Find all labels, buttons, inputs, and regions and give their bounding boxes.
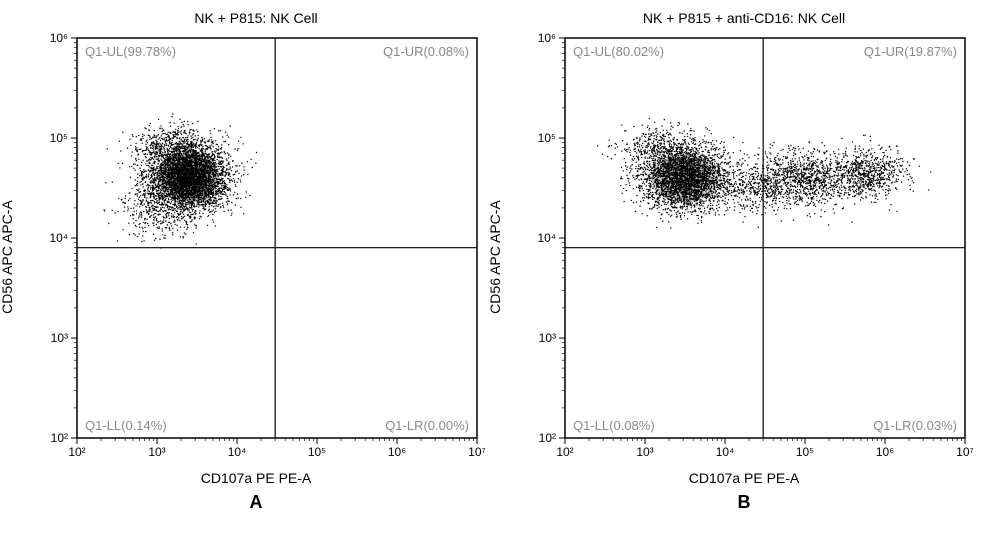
panel-a-ylabel: CD56 APC APC-A <box>0 177 15 337</box>
panel-b-plot-wrapper: CD56 APC APC-A 10²10³10⁴10⁵10⁶10⁷10²10³1… <box>515 30 973 468</box>
figure-container: NK + P815: NK Cell CD56 APC APC-A 10²10³… <box>27 10 973 513</box>
panel-b-svg: 10²10³10⁴10⁵10⁶10⁷10²10³10⁴10⁵10⁶Q1-UL(8… <box>515 30 973 468</box>
svg-text:10⁵: 10⁵ <box>308 445 326 459</box>
svg-text:10²: 10² <box>51 431 68 445</box>
svg-text:10⁵: 10⁵ <box>50 131 68 145</box>
svg-text:10⁷: 10⁷ <box>468 445 485 459</box>
panel-b-letter: B <box>738 492 751 513</box>
svg-text:10³: 10³ <box>148 445 165 459</box>
svg-text:10⁴: 10⁴ <box>228 445 247 459</box>
panel-a: NK + P815: NK Cell CD56 APC APC-A 10²10³… <box>27 10 485 513</box>
panel-a-xlabel: CD107a PE PE-A <box>201 470 312 486</box>
svg-text:10⁴: 10⁴ <box>49 231 68 245</box>
svg-text:10³: 10³ <box>51 331 68 345</box>
svg-text:10⁶: 10⁶ <box>388 445 406 459</box>
panel-b-title: NK + P815 + anti-CD16: NK Cell <box>643 10 845 26</box>
panel-a-plot-wrapper: CD56 APC APC-A 10²10³10⁴10⁵10⁶10⁷10²10³1… <box>27 30 485 468</box>
panel-a-svg: 10²10³10⁴10⁵10⁶10⁷10²10³10⁴10⁵10⁶Q1-UL(9… <box>27 30 485 468</box>
panel-a-title: NK + P815: NK Cell <box>194 10 317 26</box>
svg-text:10⁶: 10⁶ <box>50 31 68 45</box>
panel-b-ylabel: CD56 APC APC-A <box>487 177 503 337</box>
panel-a-letter: A <box>250 492 263 513</box>
panel-b-xlabel: CD107a PE PE-A <box>689 470 800 486</box>
panel-b: NK + P815 + anti-CD16: NK Cell CD56 APC … <box>515 10 973 513</box>
svg-text:10²: 10² <box>68 445 85 459</box>
